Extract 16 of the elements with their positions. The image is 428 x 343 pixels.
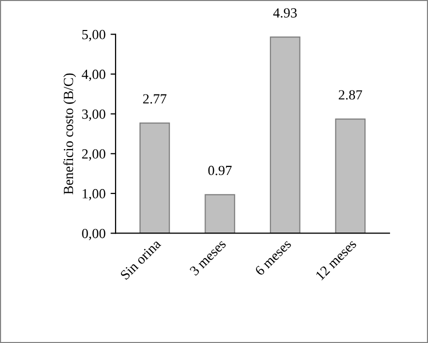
bar	[204, 194, 236, 234]
bar	[139, 122, 170, 234]
y-tick-label: 3,00	[82, 109, 106, 121]
y-tick-label: 5,00	[82, 30, 106, 42]
y-tick-label: 0,00	[82, 228, 106, 240]
y-tick-label: 4,00	[82, 70, 106, 82]
data-label: 0.97	[208, 166, 232, 176]
data-label: 2.87	[338, 90, 362, 100]
x-tick-label: Sin orina	[120, 238, 162, 280]
data-label: 2.77	[143, 94, 166, 104]
data-label: 4.93	[273, 8, 297, 18]
bar	[335, 118, 366, 234]
y-axis-title: Beneficio costo (B/C)	[63, 73, 76, 194]
y-tick-label: 1,00	[82, 189, 106, 200]
y-tick-label: 2,00	[82, 149, 106, 161]
bar	[270, 36, 300, 234]
